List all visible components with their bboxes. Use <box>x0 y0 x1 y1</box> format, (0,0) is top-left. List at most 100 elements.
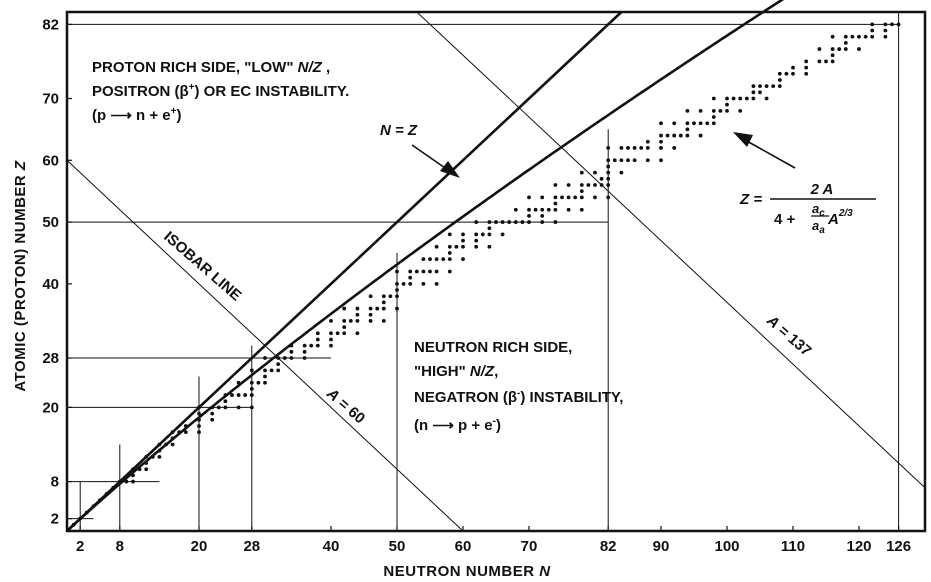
stable-nuclide-point <box>381 294 386 299</box>
stable-nuclide-point <box>791 65 795 70</box>
stable-nuclide-point <box>527 213 531 218</box>
stable-nuclide-point <box>434 244 439 249</box>
stable-nuclide-point <box>355 312 360 317</box>
stable-nuclide-point <box>804 65 809 70</box>
stable-nuclide-point <box>249 393 254 397</box>
stable-nuclide-point <box>487 220 492 224</box>
stable-nuclide-point <box>698 121 703 126</box>
stable-nuclide-point <box>764 84 769 89</box>
stable-nuclide-point <box>256 380 261 385</box>
stable-nuclide-point <box>606 158 611 163</box>
stable-nuclide-point <box>124 479 129 484</box>
neutron-rich-comma: , <box>494 363 498 380</box>
y-axis-label: ATOMIC (PROTON) NUMBER Z <box>12 160 29 392</box>
stable-nuclide-point <box>210 417 215 422</box>
stable-nuclide-point <box>593 195 597 200</box>
neutron-rich-title: NEUTRON RICH SIDE, <box>414 339 572 356</box>
nz-arrow-head <box>440 161 460 178</box>
stable-nuclide-point <box>777 71 782 76</box>
stable-nuclide-point <box>791 71 795 76</box>
x-tick-label: 110 <box>781 538 805 555</box>
stable-nuclide-point <box>315 343 320 348</box>
svg-text:NEGATRON (β-) INSTABILITY,: NEGATRON (β-) INSTABILITY, <box>414 388 623 406</box>
stable-nuclide-point <box>659 121 663 126</box>
stable-nuclide-point <box>197 411 201 416</box>
stable-nuclide-point <box>606 195 611 200</box>
stable-nuclide-point <box>777 84 782 89</box>
formula-denominator-prefix: 4 + <box>774 211 796 228</box>
stable-nuclide-point <box>197 430 201 435</box>
y-tick-label: 2 <box>51 511 59 528</box>
positron-text-end: ) OR EC INSTABILITY. <box>195 83 350 100</box>
stable-nuclide-point <box>606 176 611 181</box>
stable-nuclide-point <box>447 269 452 274</box>
stable-nuclide-point <box>527 207 531 212</box>
stable-nuclide-point <box>586 183 591 187</box>
x-tick-label: 70 <box>521 538 538 555</box>
positron-reaction-arrow: ⟶ <box>110 107 132 124</box>
stable-nuclide-point <box>711 108 716 113</box>
stable-nuclide-point <box>685 127 690 132</box>
nz-label-n: N = Z <box>380 122 418 139</box>
stable-nuclide-point <box>236 405 241 410</box>
stable-nuclide-point <box>408 281 413 286</box>
stable-nuclide-point <box>685 121 690 126</box>
stable-nuclide-point <box>540 195 545 200</box>
stable-nuclide-point <box>593 170 597 175</box>
stable-nuclide-point <box>513 207 518 212</box>
stable-nuclide-point <box>335 331 340 336</box>
stable-nuclide-point <box>461 232 465 237</box>
y-axis-label-var: Z <box>12 160 29 171</box>
stable-nuclide-point <box>342 325 347 330</box>
stable-nuclide-point <box>639 146 644 150</box>
stable-nuclide-point <box>830 34 835 39</box>
neutron-rich-high: "HIGH" <box>414 363 470 380</box>
stable-nuclide-point <box>896 22 901 27</box>
stable-nuclide-point <box>447 244 452 249</box>
isobar-line-label: ISOBAR LINE <box>160 228 244 304</box>
isobar-a137-value: = 137 <box>772 319 815 359</box>
stable-nuclide-point <box>771 84 776 89</box>
stable-nuclide-point <box>329 319 333 323</box>
stable-nuclide-point <box>249 380 254 385</box>
stable-nuclide-point <box>883 34 888 39</box>
stable-nuclide-point <box>263 380 267 385</box>
stable-nuclide-point <box>249 386 254 391</box>
stable-nuclide-point <box>619 170 624 175</box>
stable-nuclide-point <box>421 281 426 286</box>
stable-nuclide-point <box>553 220 558 224</box>
stable-nuclide-point <box>276 368 281 373</box>
negatron-beta: β <box>508 389 517 406</box>
stable-nuclide-point <box>804 71 809 76</box>
stable-nuclide-point <box>315 331 320 336</box>
svg-text:(n ⟶ p + e-): (n ⟶ p + e-) <box>414 416 501 434</box>
positron-reaction-open: (p <box>92 107 110 124</box>
stable-nuclide-point <box>84 510 89 515</box>
tick-layer: 2 8 20 28 40 50 60 70 82 90 100 110 120 1262820284050… <box>42 16 911 555</box>
stable-nuclide-point <box>758 90 762 95</box>
formula-ac: a <box>812 201 819 216</box>
stable-nuclide-point <box>857 34 861 39</box>
stable-nuclide-point <box>131 479 135 484</box>
stable-nuclide-point <box>428 257 432 262</box>
x-tick-label: 28 <box>243 538 260 555</box>
x-tick-label: 50 <box>389 538 406 555</box>
stable-nuclide-point <box>626 146 630 150</box>
x-axis-label-prefix: NEUTRON NUMBER <box>383 563 539 580</box>
positron-reaction-products: n + e <box>132 107 171 124</box>
x-tick-label: 40 <box>323 538 340 555</box>
stable-nuclide-point <box>718 108 723 113</box>
stable-nuclide-point <box>342 306 347 311</box>
y-tick-label: 28 <box>42 350 59 367</box>
stable-nuclide-point <box>223 399 228 404</box>
stable-nuclide-point <box>566 207 571 212</box>
stable-nuclide-point <box>381 300 386 305</box>
stable-nuclide-point <box>269 368 274 373</box>
stable-nuclide-point <box>487 244 492 249</box>
stable-nuclide-point <box>170 442 175 447</box>
stable-nuclide-point <box>817 47 822 51</box>
stable-nuclide-point <box>408 275 413 280</box>
stable-nuclide-point <box>137 467 142 472</box>
proton-rich-comma: , <box>322 59 330 76</box>
stable-nuclide-point <box>830 53 835 58</box>
